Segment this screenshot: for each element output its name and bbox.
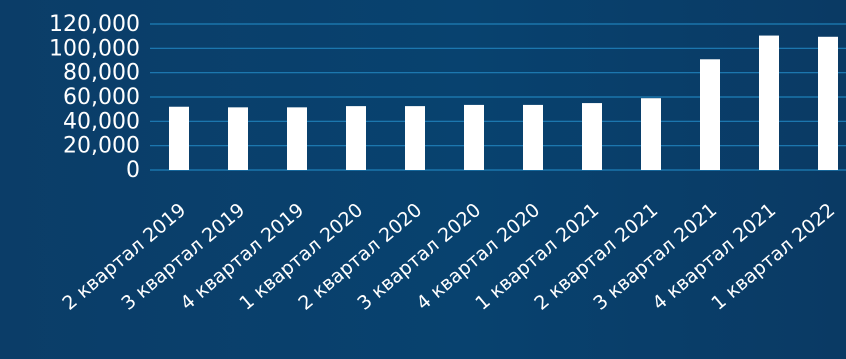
y-tick-label: 120,000 (49, 12, 140, 37)
bar (228, 107, 248, 170)
bar (287, 107, 307, 170)
bars (169, 35, 838, 171)
bar (700, 59, 720, 170)
y-tick-label: 80,000 (63, 61, 140, 86)
y-tick-label: 20,000 (63, 134, 140, 159)
y-tick-label: 40,000 (63, 109, 140, 134)
gridlines (150, 23, 846, 171)
bar (346, 106, 366, 170)
bar (582, 103, 602, 170)
y-tick-label: 60,000 (63, 85, 140, 110)
y-tick-label: 100,000 (49, 36, 140, 61)
bar (405, 106, 425, 170)
bar (169, 106, 189, 170)
bar (641, 98, 661, 170)
bar (818, 36, 838, 171)
bar (464, 104, 484, 170)
bar (523, 104, 543, 170)
bar (759, 35, 779, 170)
y-tick-label: 0 (126, 158, 140, 183)
